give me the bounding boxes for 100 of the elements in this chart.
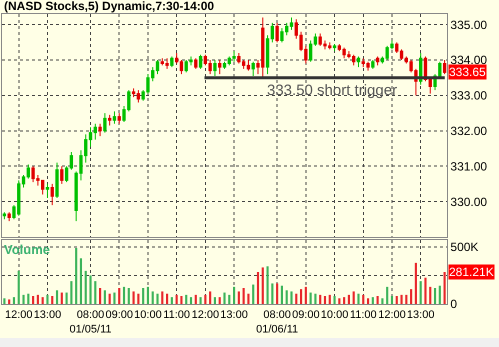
candlestick <box>213 60 217 76</box>
candlestick <box>332 44 336 52</box>
bar <box>276 283 278 304</box>
bar <box>295 294 298 304</box>
bar <box>166 294 168 304</box>
chart-title: (NASD Stocks,5) Dynamic,7:30-14:00 <box>4 0 214 13</box>
bar <box>252 284 254 304</box>
bar <box>348 294 350 304</box>
bar <box>290 291 293 304</box>
candlestick <box>103 112 107 134</box>
bar <box>84 270 87 304</box>
bar <box>414 262 417 304</box>
x-tick-label: 12:00 <box>4 309 33 322</box>
bar <box>56 290 58 304</box>
y-tick-label: 333.00 <box>450 88 488 103</box>
bar <box>190 297 192 304</box>
x-tick-label: 13:00 <box>34 309 62 322</box>
bar <box>357 294 360 304</box>
candlestick <box>8 212 11 222</box>
bar <box>314 294 316 304</box>
bar <box>228 294 230 304</box>
y-tick-label: 0 <box>450 297 458 312</box>
bar <box>286 290 288 304</box>
bar <box>247 294 250 304</box>
bar <box>27 294 30 304</box>
y-tick-label: 334.00 <box>450 53 488 68</box>
bar <box>438 286 441 304</box>
text: 281.21K <box>449 265 494 279</box>
candlestick <box>442 60 446 75</box>
bar <box>70 281 72 304</box>
bar <box>194 294 197 304</box>
x-tick-label: 11:00 <box>350 309 377 322</box>
bar <box>262 267 264 304</box>
bar <box>328 294 331 304</box>
x-tick-label: 11:00 <box>163 309 190 322</box>
bar <box>242 288 245 304</box>
bar <box>424 278 427 304</box>
bar <box>89 275 92 304</box>
bar <box>146 286 150 304</box>
bar <box>333 296 336 304</box>
bar <box>420 281 422 304</box>
candlestick <box>98 123 102 137</box>
bar <box>214 297 216 304</box>
bar <box>390 296 394 304</box>
candlestick <box>198 54 202 70</box>
candlestick <box>275 22 279 43</box>
bar <box>132 291 135 304</box>
candlestick <box>112 110 116 124</box>
bar <box>256 272 260 304</box>
bar <box>266 266 269 304</box>
bar <box>400 294 403 304</box>
bar <box>223 292 226 304</box>
bar <box>386 286 388 304</box>
bar <box>137 294 140 304</box>
candlestick <box>2 212 6 220</box>
bar <box>280 286 283 304</box>
bar <box>60 292 63 304</box>
bar <box>122 286 126 304</box>
bar <box>161 291 164 304</box>
candlestick <box>170 56 174 68</box>
candlestick <box>118 112 121 124</box>
bar <box>51 296 54 304</box>
y-tick-label: 330.00 <box>450 194 488 209</box>
bar <box>75 248 78 304</box>
x-tick-label: 12:00 <box>378 309 406 322</box>
x-tick-label: 09:00 <box>292 309 320 322</box>
bar <box>204 294 206 304</box>
bar <box>118 288 120 304</box>
candlestick <box>46 183 50 199</box>
x-tick-label: 12:00 <box>192 309 220 322</box>
candlestick <box>356 56 360 68</box>
bar <box>238 291 240 304</box>
candlestick <box>218 60 222 75</box>
bar <box>434 288 436 304</box>
bar <box>22 294 25 304</box>
bar <box>209 291 212 304</box>
candlestick <box>50 183 54 206</box>
bar <box>46 294 49 304</box>
bar <box>429 286 432 304</box>
bar <box>176 294 178 304</box>
bar <box>170 297 173 304</box>
x-tick-label: 09:00 <box>105 309 133 322</box>
chart-title: Volume <box>4 242 50 257</box>
bar <box>372 297 374 304</box>
bar <box>362 294 364 304</box>
bar <box>381 298 384 304</box>
bar <box>108 294 111 304</box>
bar <box>99 288 102 304</box>
bar <box>396 296 398 304</box>
bar <box>405 294 408 304</box>
x-tick-label: 13:00 <box>406 309 434 322</box>
bar <box>156 294 159 304</box>
bar <box>128 288 130 304</box>
candlestick <box>252 61 255 76</box>
candlestick <box>108 114 112 126</box>
x-tick-label: 13:00 <box>220 309 248 322</box>
bar <box>218 297 221 304</box>
bar <box>113 292 116 304</box>
bar <box>300 289 302 304</box>
bar <box>152 291 154 304</box>
